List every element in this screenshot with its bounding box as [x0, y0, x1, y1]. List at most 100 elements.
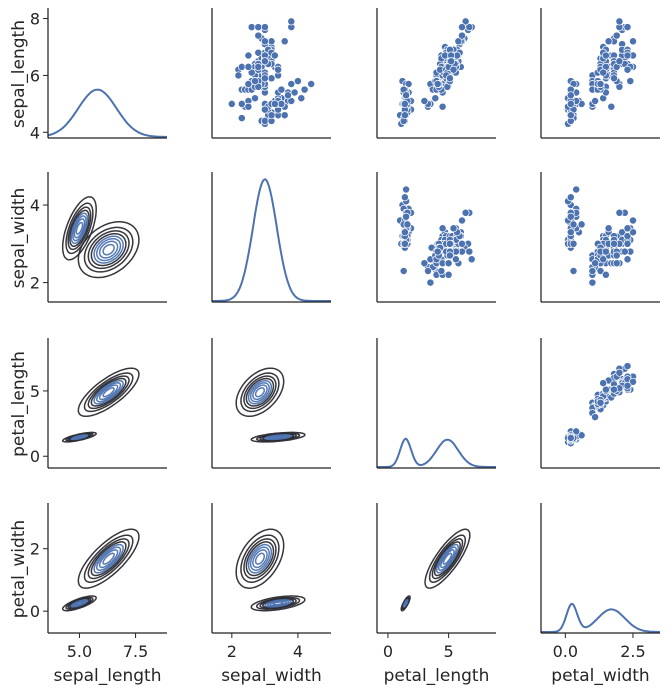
- kde-contour: [247, 543, 273, 574]
- kde-contour: [435, 543, 459, 574]
- plot-area: [61, 367, 140, 443]
- plot-area: [235, 528, 306, 612]
- scatter-point: [420, 259, 429, 268]
- scatter-point: [444, 259, 453, 268]
- y-tick-label: 4: [30, 123, 40, 142]
- scatter-point: [431, 94, 440, 103]
- kde-contour: [431, 538, 464, 580]
- scatter-point: [623, 255, 632, 264]
- scatter-point: [270, 51, 279, 60]
- kde-contour: [61, 196, 97, 261]
- kde-contour: [249, 546, 270, 571]
- kde-curve-petal_width: [541, 602, 660, 633]
- scatter-point: [449, 224, 458, 233]
- scatter-point: [612, 31, 621, 40]
- kde-contour: [65, 202, 94, 255]
- scatter-point: [445, 74, 454, 83]
- scatter-point: [400, 99, 409, 108]
- kde-contour: [87, 538, 130, 580]
- scatter-point: [237, 114, 246, 123]
- scatter-point: [601, 270, 610, 279]
- kde-contour: [424, 528, 471, 589]
- scatter-point: [566, 193, 575, 202]
- x-tick-label: 5.0: [67, 642, 92, 661]
- panel-petal_length-vs-petal_width: [540, 338, 660, 469]
- scatter-point: [251, 94, 259, 103]
- kde-contour: [75, 435, 84, 439]
- plot-area: [564, 17, 637, 128]
- kde-contour: [404, 601, 408, 606]
- scatter-point: [591, 413, 600, 422]
- scatter-point: [596, 267, 605, 275]
- kde-contour: [69, 209, 90, 247]
- panel-petal_length-vs-sepal_width: [211, 338, 331, 469]
- scatter-point: [629, 37, 637, 46]
- scatter-point: [260, 23, 269, 32]
- x-tick-label: 2.5: [620, 642, 645, 661]
- kde-contour: [75, 601, 84, 606]
- y-tick-label: 5: [30, 382, 40, 401]
- scatter-point: [610, 239, 618, 248]
- scatter-point: [244, 80, 253, 88]
- kde-contour: [96, 382, 122, 403]
- scatter-point: [458, 23, 466, 32]
- kde-contour: [272, 435, 284, 439]
- kde-contour: [235, 367, 285, 418]
- kde-contour: [102, 243, 115, 256]
- scatter-point: [260, 105, 269, 114]
- kde-contour: [250, 595, 306, 612]
- scatter-point: [438, 102, 447, 111]
- scatter-point: [604, 224, 613, 233]
- scatter-point: [629, 377, 637, 386]
- kde-contour: [77, 367, 140, 418]
- kde-contour: [77, 221, 140, 279]
- scatter-point: [445, 239, 454, 248]
- scatter-point: [447, 57, 456, 66]
- kde-contour: [254, 552, 266, 565]
- kde-contour: [75, 221, 84, 235]
- kde-contour: [252, 549, 268, 569]
- scatter-point: [626, 77, 635, 86]
- y-tick-label: 2: [30, 540, 40, 559]
- plot-area: [564, 185, 637, 287]
- scatter-point: [458, 216, 466, 225]
- kde-contour: [77, 528, 140, 589]
- panel-petal_width-vs-petal_length: 0 5 petal_length: [376, 503, 496, 686]
- scatter-point: [247, 23, 256, 32]
- scatter-point: [237, 62, 246, 71]
- panel-sepal_width-vs-petal_length: [376, 172, 496, 303]
- scatter-point: [607, 102, 616, 111]
- scatter-point: [577, 431, 586, 440]
- scatter-point: [461, 17, 470, 26]
- panel-sepal_width-vs-petal_width: [540, 172, 660, 303]
- scatter-point: [596, 398, 605, 407]
- kde-contour: [98, 549, 119, 569]
- y-axis-label-sepal_width: sepal_width: [9, 188, 29, 289]
- scatter-point: [402, 185, 411, 194]
- kde-contour: [240, 534, 280, 583]
- scatter-point: [424, 267, 432, 275]
- x-axis-label-sepal_width: sepal_width: [221, 666, 322, 686]
- scatter-point: [254, 62, 263, 71]
- scatter-point: [623, 51, 632, 60]
- scatter-point: [467, 255, 476, 264]
- scatter-point: [569, 239, 578, 248]
- kde-contour: [102, 387, 115, 398]
- kde-contour: [61, 595, 97, 612]
- y-tick-label: 4: [30, 196, 40, 215]
- scatter-point: [599, 379, 608, 388]
- kde-contour: [93, 235, 124, 264]
- scatter-point: [449, 65, 458, 74]
- scatter-point: [623, 381, 632, 390]
- plot-area: [212, 178, 331, 302]
- scatter-point: [277, 85, 286, 94]
- scatter-point: [244, 102, 253, 111]
- plot-area: [61, 196, 140, 279]
- kde-contour: [96, 237, 122, 262]
- panel-petal_width-vs-sepal_width: 2 4 sepal_width: [211, 503, 331, 686]
- kde-contour: [247, 379, 273, 405]
- panel-petal_width-vs-petal_width: 0.0 2.5 petal_width: [540, 503, 660, 686]
- kde-contour: [245, 541, 275, 577]
